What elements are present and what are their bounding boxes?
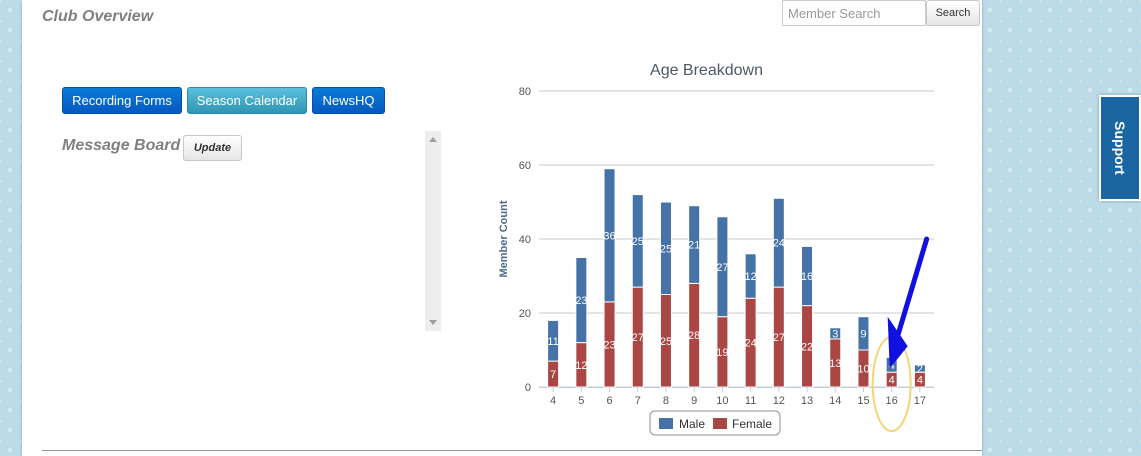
x-tick-label-8: 8 (663, 395, 669, 407)
data-label-male-12: 24 (773, 238, 785, 250)
bar-male-4 (547, 319, 560, 362)
y-tick-label: 40 (519, 234, 531, 246)
update-button[interactable]: Update (183, 135, 242, 161)
y-tick-label: 60 (519, 160, 531, 172)
bar-male-5 (575, 257, 588, 344)
legend-swatch-male (659, 418, 673, 429)
data-label-male-13: 16 (801, 271, 813, 283)
chart-title: Age Breakdown (650, 62, 763, 79)
x-tick-label-10: 10 (716, 395, 728, 407)
data-label-male-9: 21 (688, 240, 700, 252)
data-label-female-5: 12 (575, 360, 587, 372)
season-calendar-button[interactable]: Season Calendar (187, 87, 307, 114)
x-tick-label-16: 16 (886, 395, 898, 407)
message-board-scrollbar[interactable] (425, 131, 441, 331)
data-label-female-9: 28 (688, 330, 700, 342)
club-overview-panel: Club Overview Search Recording Forms Sea… (22, 0, 982, 456)
data-label-female-10: 19 (716, 347, 728, 359)
bar-male-9 (688, 205, 701, 284)
data-label-male-4: 11 (547, 336, 558, 348)
data-label-male-14: 3 (832, 328, 838, 340)
data-label-female-13: 22 (801, 341, 813, 353)
newshq-button[interactable]: NewsHQ (312, 87, 385, 114)
bar-male-8 (659, 201, 672, 295)
search-button[interactable]: Search (926, 0, 980, 26)
data-label-male-5: 23 (575, 295, 587, 307)
data-label-male-8: 25 (660, 243, 672, 255)
bar-male-14 (829, 327, 842, 340)
recording-forms-button[interactable]: Recording Forms (62, 87, 182, 114)
x-tick-label-11: 11 (745, 395, 756, 407)
y-tick-label: 20 (519, 308, 531, 320)
divider (42, 450, 982, 451)
data-label-female-8: 25 (660, 336, 672, 348)
data-label-female-4: 7 (550, 369, 556, 381)
x-tick-label-9: 9 (691, 395, 697, 407)
data-label-male-7: 25 (632, 236, 644, 248)
x-tick-label-13: 13 (801, 395, 813, 407)
legend-swatch-female (713, 418, 727, 429)
x-tick-label-6: 6 (606, 395, 612, 407)
page-title: Club Overview (42, 8, 154, 25)
bar-male-17 (913, 364, 926, 373)
scroll-up-icon[interactable] (429, 137, 437, 142)
bar-male-10 (716, 216, 729, 318)
bar-male-15 (857, 316, 870, 351)
annotation-arrow-head (887, 316, 908, 369)
data-label-female-11: 24 (744, 338, 756, 350)
data-label-female-7: 27 (632, 332, 644, 344)
data-label-male-6: 36 (603, 230, 615, 242)
scroll-down-icon[interactable] (429, 320, 437, 325)
legend-label-male: Male (679, 417, 705, 431)
x-tick-label-5: 5 (578, 395, 584, 407)
bar-male-12 (772, 197, 785, 288)
y-axis-label: Member Count (498, 200, 510, 277)
data-label-male-11: 12 (744, 271, 756, 283)
support-label: Support (1112, 121, 1128, 175)
x-tick-label-15: 15 (857, 395, 869, 407)
data-label-female-17: 4 (917, 375, 923, 387)
x-tick-label-12: 12 (773, 395, 785, 407)
bar-male-13 (801, 245, 814, 307)
bar-male-6 (603, 168, 616, 303)
data-label-female-14: 13 (829, 358, 841, 370)
bar-male-11 (744, 253, 757, 299)
legend-label-female: Female (732, 417, 772, 431)
data-label-female-16: 4 (889, 375, 895, 387)
data-label-male-15: 9 (860, 328, 866, 340)
data-label-male-10: 27 (716, 262, 728, 274)
member-search-input[interactable] (782, 0, 926, 26)
bar-male-7 (631, 194, 644, 288)
x-tick-label-14: 14 (829, 395, 841, 407)
data-label-female-15: 10 (857, 364, 869, 376)
age-breakdown-chart: Age Breakdown 0 20 40 60 80 Member Count 7 11 4 12… (498, 62, 934, 436)
support-tab[interactable]: Support (1099, 95, 1141, 201)
annotation-arrow-line (893, 236, 930, 346)
y-tick-label: 0 (525, 382, 531, 394)
x-tick-label-17: 17 (914, 395, 926, 407)
data-label-male-17: 2 (917, 364, 923, 376)
y-tick-label: 80 (519, 86, 531, 98)
data-label-female-6: 23 (603, 339, 615, 351)
data-label-female-12: 27 (773, 332, 785, 344)
x-tick-label-4: 4 (550, 395, 556, 407)
message-board-title: Message Board (62, 137, 181, 154)
x-tick-label-7: 7 (635, 395, 641, 407)
